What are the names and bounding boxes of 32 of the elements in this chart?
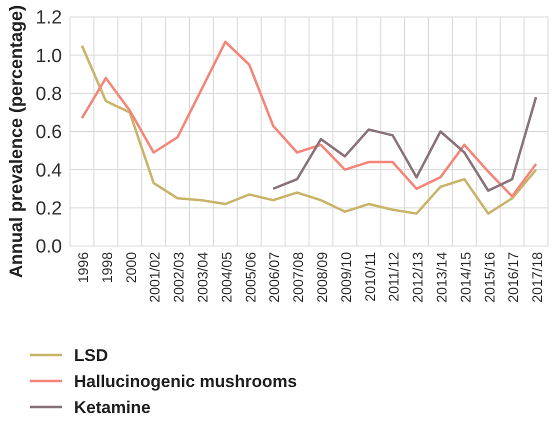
- x-tick-label: 2007/08: [290, 252, 306, 303]
- x-tick-label: 1998: [98, 252, 115, 284]
- legend-label: Ketamine: [74, 398, 151, 417]
- x-tick-label: 2000: [122, 252, 139, 284]
- x-tick-label: 2016/17: [505, 252, 522, 303]
- x-tick-label: 2004/05: [218, 252, 234, 303]
- x-tick-label: 2008/09: [314, 252, 330, 303]
- x-tick-label: 1996: [74, 252, 91, 284]
- y-tick-label: 1.0: [36, 46, 62, 67]
- y-tick-label: 0.0: [36, 236, 62, 258]
- x-tick-label: 2006/07: [266, 252, 282, 303]
- x-tick-label: 2003/04: [194, 252, 210, 303]
- x-tick-label: 2017/18: [529, 252, 546, 303]
- legend-label: LSD: [74, 346, 108, 365]
- y-tick-label: 0.4: [36, 160, 62, 182]
- x-tick-label: 2009/10: [338, 252, 354, 303]
- x-tick-label: 2014/15: [457, 252, 474, 303]
- x-tick-label: 2005/06: [242, 252, 258, 303]
- x-tick-label: 2015/16: [481, 252, 498, 303]
- y-tick-label: 0.2: [36, 198, 62, 220]
- x-tick-label: 2002/03: [170, 252, 187, 303]
- y-tick-label: 0.6: [36, 122, 62, 144]
- x-tick-label: 2013/14: [433, 252, 450, 303]
- x-tick-label: 2011/12: [386, 252, 402, 302]
- x-tick-label: 2012/13: [410, 252, 426, 303]
- line-series: [272, 96, 538, 192]
- y-axis-title: Annual prevalence (percentage): [6, 4, 26, 278]
- legend-label: Hallucinogenic mushrooms: [74, 372, 297, 391]
- y-tick-label: 0.8: [36, 84, 62, 105]
- x-tick-label: 2010/11: [362, 252, 378, 302]
- y-tick-label: 1.2: [36, 8, 62, 29]
- x-tick-label: 2001/02: [146, 252, 163, 303]
